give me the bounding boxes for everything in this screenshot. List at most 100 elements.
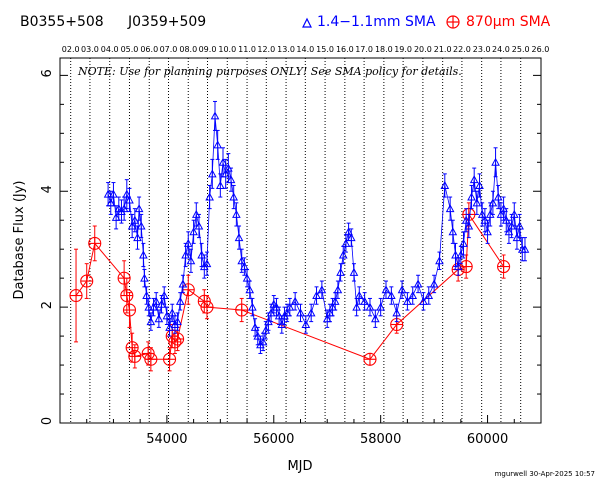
data-point [282,303,292,323]
data-point [205,184,214,210]
data-point [221,158,231,189]
data-point [229,184,239,210]
data-point [159,286,169,305]
data-point [134,196,144,221]
year-label: 18.0 [375,45,393,54]
data-point [520,237,530,262]
data-point [451,242,460,268]
data-point [226,167,236,192]
year-label: 15.0 [316,45,334,54]
data-point [440,173,450,198]
year-label: 25.0 [512,45,530,54]
legend-triangle-marker [302,17,312,28]
data-point [445,196,455,221]
year-label: 26.0 [532,45,550,54]
data-point [210,100,220,131]
data-point [464,213,474,239]
data-point [349,263,359,282]
data-point [360,292,369,311]
data-point [200,295,214,320]
data-point [235,297,249,323]
data-point [125,332,139,363]
data-point [140,268,149,288]
data-point [504,219,514,244]
data-point [285,297,295,317]
year-label: 04.0 [101,45,119,54]
data-point [493,184,503,210]
data-point [397,280,407,299]
x-tick-label: 54000 [146,432,187,447]
data-point [472,190,482,215]
series-connector [75,212,505,360]
data-point [215,173,225,198]
data-point [142,286,151,305]
year-label: 11.0 [238,45,256,54]
data-point [242,268,252,288]
data-point [167,303,177,323]
y-tick-label: 6 [40,69,55,77]
year-label: 10.0 [218,45,236,54]
data-point [336,263,345,282]
x-tick-label: 60000 [467,432,508,447]
data-point [419,292,428,311]
year-label: 20.0 [414,45,432,54]
data-point [301,315,311,334]
data-point [194,213,204,239]
data-point [296,303,305,323]
data-point [477,202,487,227]
y-tick-label: 0 [40,417,55,425]
series-870um [69,202,511,372]
data-point [144,347,158,372]
year-label: 21.0 [434,45,452,54]
year-label: 02.0 [62,45,80,54]
data-point [515,213,524,239]
year-label: 07.0 [160,45,178,54]
data-point [413,274,423,294]
series-connector [107,115,525,346]
year-label: 14.0 [296,45,314,54]
credit-stamp: mgurwell 30-Apr-2025 10:57 [495,470,595,478]
data-point [496,202,506,227]
x-axis-label: MJD [287,459,312,474]
data-point [122,179,132,210]
data-point [491,147,500,178]
data-point [403,292,412,311]
data-point [290,292,300,311]
data-point [213,129,222,160]
data-point [80,263,94,299]
data-point [122,292,137,328]
data-point [328,297,337,317]
data-point [202,251,212,276]
data-point [163,347,177,372]
data-point [175,292,185,311]
y-axis-ticks: 0 2 4 6 [40,69,541,425]
year-label: 23.0 [473,45,491,54]
data-point [365,297,375,317]
legend: 1.4−1.1mm SMA 870μm SMA [302,14,551,30]
data-point [114,196,124,221]
year-label: 06.0 [140,45,158,54]
data-point [435,251,444,270]
data-point [127,213,137,239]
top-axis-year-labels: 02.0 03.0 04.0 05.0 06.0 07.0 08.0 09.0 10.0 11.0… [62,45,550,54]
data-point [387,286,396,305]
data-point [120,277,134,314]
y-tick-label: 2 [40,301,55,309]
data-point [146,312,156,331]
data-point [69,248,83,343]
source-name-alternate: J0359+509 [127,14,206,30]
data-point [317,280,327,299]
data-point [207,158,217,189]
data-point [183,231,193,256]
year-label: 09.0 [199,45,217,54]
data-point [497,254,511,279]
data-point [181,274,195,305]
y-tick-label: 4 [40,185,55,193]
y-axis-label: Database Flux (Jy) [12,181,27,300]
data-point [171,326,185,352]
year-label: 12.0 [257,45,275,54]
data-point [149,297,158,317]
legend-label-mm: 1.4−1.1mm SMA [317,14,436,30]
data-point [509,202,519,227]
